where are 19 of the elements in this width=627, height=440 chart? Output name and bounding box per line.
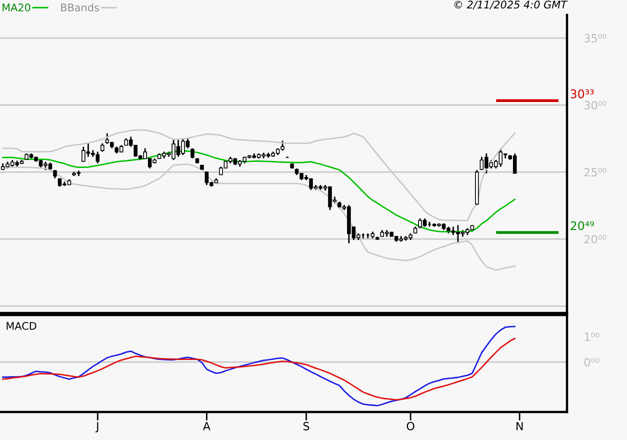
line-series [2, 338, 516, 400]
y-tick-label: 30⁰⁰ [584, 101, 606, 110]
ref-line-label: 30³³ [570, 89, 594, 98]
x-tick-label: J [95, 422, 98, 432]
legend-label: MA20 [2, 4, 30, 12]
legend-label: BBands [61, 3, 99, 12]
x-tick-label: A [202, 422, 210, 430]
x-tick-label: S [303, 422, 310, 430]
x-tick-label: O [406, 422, 414, 430]
y-tick-label: 20⁰⁰ [584, 235, 606, 244]
ref-line-label: 20⁴⁹ [570, 221, 594, 230]
candlestick [190, 148, 194, 160]
y-tick-label: 0⁰⁰ [584, 358, 600, 366]
text: MACD [6, 322, 36, 330]
text: © 2/11/2025 4:0 GMT [454, 0, 568, 10]
y-tick-label: 35⁰⁰ [584, 34, 606, 42]
y-tick-label: 1⁰⁰ [584, 332, 600, 341]
x-tick-label: N [516, 422, 523, 430]
y-tick-label: 25⁰⁰ [584, 168, 606, 176]
